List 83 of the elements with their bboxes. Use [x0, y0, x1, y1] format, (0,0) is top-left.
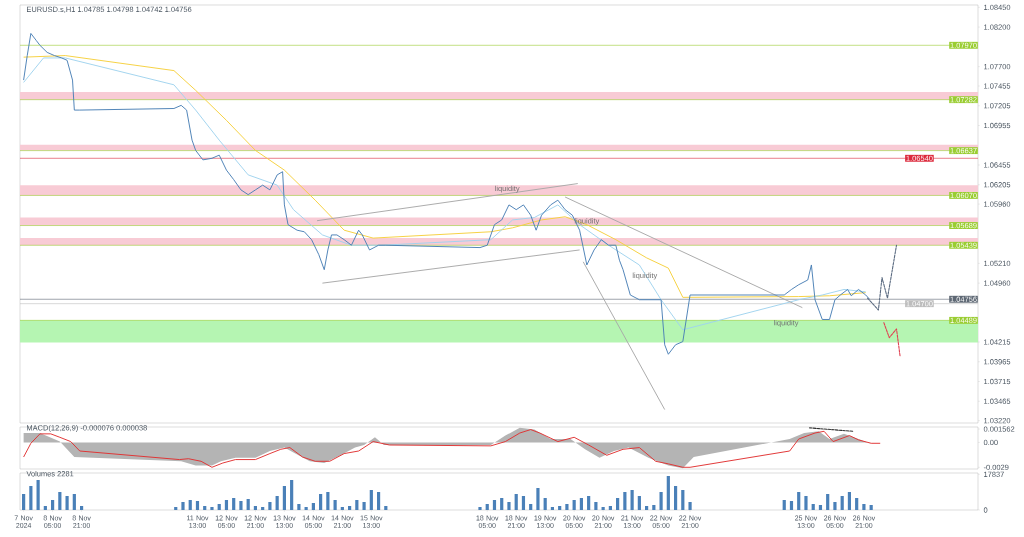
bar — [282, 486, 286, 510]
bar — [572, 500, 576, 510]
line-series — [883, 322, 901, 358]
bar — [818, 505, 823, 510]
bar — [811, 504, 815, 510]
bar — [355, 500, 359, 510]
bar — [507, 502, 511, 510]
bar — [29, 486, 33, 510]
bar — [58, 492, 62, 510]
bar — [65, 496, 69, 510]
bar — [608, 506, 612, 510]
bar — [673, 486, 678, 510]
bar — [587, 496, 591, 510]
bar — [645, 506, 649, 510]
bar — [232, 498, 236, 510]
bar — [261, 507, 265, 510]
bar — [630, 490, 634, 510]
bar — [652, 505, 656, 510]
bar — [384, 506, 388, 510]
bar — [348, 506, 352, 510]
bar — [326, 492, 330, 510]
bar — [79, 506, 84, 510]
bar — [195, 501, 200, 510]
bar — [804, 496, 808, 510]
bar — [290, 480, 294, 510]
bar — [500, 498, 504, 510]
bar — [369, 490, 373, 510]
bar — [239, 501, 243, 510]
bar — [514, 494, 518, 510]
bar — [637, 496, 641, 510]
bar — [601, 507, 605, 510]
bar — [847, 492, 852, 510]
bar — [210, 507, 214, 510]
bar — [862, 504, 866, 510]
bar — [623, 492, 627, 510]
bar — [550, 507, 555, 510]
bar — [224, 500, 229, 510]
bar — [72, 494, 76, 510]
bar — [565, 504, 569, 510]
bar — [688, 502, 692, 510]
bar — [826, 494, 830, 510]
bar — [36, 480, 40, 510]
bar — [681, 490, 685, 510]
bar — [833, 502, 837, 510]
bar — [362, 502, 366, 510]
bar — [203, 506, 207, 510]
bar — [174, 507, 178, 510]
bar — [616, 498, 620, 510]
bar — [51, 500, 55, 510]
bar — [797, 492, 801, 510]
bar — [340, 507, 344, 510]
bar — [529, 504, 533, 510]
bar — [666, 476, 670, 510]
bar — [253, 506, 258, 510]
bar — [536, 488, 540, 510]
bar — [311, 503, 315, 510]
bar — [558, 506, 562, 510]
bar — [297, 504, 301, 510]
bar — [521, 496, 526, 510]
bar — [782, 500, 786, 510]
bar — [268, 502, 272, 510]
bar — [594, 502, 598, 510]
bar — [789, 501, 794, 510]
bar — [188, 500, 192, 510]
bar — [304, 507, 308, 510]
bar — [659, 492, 663, 510]
bar — [492, 500, 497, 510]
bar — [376, 492, 381, 510]
bar — [478, 507, 482, 510]
bar — [579, 498, 583, 510]
bar — [333, 500, 337, 510]
bar — [181, 502, 185, 510]
bar — [246, 499, 250, 510]
bar — [543, 498, 547, 510]
bar — [855, 498, 859, 510]
bar — [22, 494, 26, 510]
bar — [485, 504, 489, 510]
bar — [869, 505, 873, 510]
bar — [319, 494, 323, 510]
bar — [840, 496, 844, 510]
bar — [43, 506, 47, 510]
bar — [217, 504, 221, 510]
bar — [275, 496, 279, 510]
